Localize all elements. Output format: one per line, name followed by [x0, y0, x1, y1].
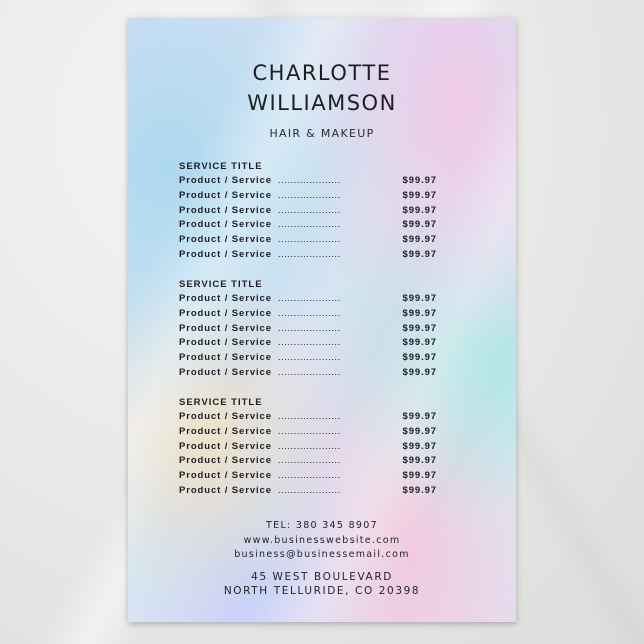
service-label: Product / Service	[179, 455, 272, 467]
service-row: Product / Service.................... $99…	[179, 336, 437, 351]
service-section: SERVICE TITLE Product / Service..........…	[179, 277, 437, 381]
service-row: Product / Service.................... $99…	[179, 454, 437, 469]
dot-leader: ....................	[277, 366, 341, 378]
service-label: Product / Service	[179, 219, 272, 231]
dot-leader: ....................	[277, 219, 341, 231]
service-title: SERVICE TITLE	[179, 279, 263, 290]
dot-leader: ....................	[277, 484, 341, 496]
email: business@businessemail.com	[234, 549, 410, 560]
service-label: Product / Service	[179, 234, 272, 246]
service-label: Product / Service	[179, 366, 272, 378]
service-label: Product / Service	[179, 248, 272, 260]
service-row: Product / Service.................... $99…	[179, 233, 437, 248]
service-title: SERVICE TITLE	[179, 161, 263, 172]
service-row: Product / Service.................... $99…	[179, 469, 437, 484]
dot-leader: ....................	[277, 204, 341, 216]
service-price: $99.97	[402, 440, 437, 452]
dot-leader: ....................	[277, 425, 341, 437]
service-row: Product / Service.................... $99…	[179, 425, 437, 440]
service-label: Product / Service	[179, 411, 272, 422]
service-label: Product / Service	[179, 204, 272, 216]
dot-leader: ....................	[277, 175, 341, 186]
service-price: $99.97	[402, 234, 437, 246]
service-label: Product / Service	[179, 189, 272, 201]
flyer: CHARLOTTE WILLIAMSON HAIR & MAKEUP SERVI…	[128, 18, 516, 622]
service-price: $99.97	[402, 470, 437, 482]
dot-leader: ....................	[277, 293, 341, 304]
service-price: $99.97	[402, 455, 437, 467]
flyer-content: CHARLOTTE WILLIAMSON HAIR & MAKEUP SERVI…	[128, 18, 516, 622]
dot-leader: ....................	[277, 322, 341, 334]
service-row: Product / Service.................... $99…	[179, 292, 437, 307]
service-price: $99.97	[402, 307, 437, 319]
dot-leader: ....................	[277, 470, 341, 482]
service-row: Product / Service.................... $99…	[179, 248, 437, 263]
service-price: $99.97	[402, 248, 437, 260]
service-price: $99.97	[402, 425, 437, 437]
service-price: $99.97	[402, 322, 437, 334]
phone: TEL: 380 345 8907	[266, 520, 378, 531]
service-price: $99.97	[402, 293, 437, 304]
holographic-sheen	[128, 18, 516, 622]
service-row: Product / Service.................... $99…	[179, 174, 437, 189]
service-row: Product / Service.................... $99…	[179, 351, 437, 366]
website: www.businesswebsite.com	[243, 535, 401, 546]
service-title: SERVICE TITLE	[179, 397, 263, 408]
service-price: $99.97	[402, 337, 437, 349]
service-price: $99.97	[402, 411, 437, 422]
dot-leader: ....................	[277, 234, 341, 246]
name-line-1: CHARLOTTE	[252, 61, 392, 85]
dot-leader: ....................	[277, 307, 341, 319]
service-row: Product / Service.................... $99…	[179, 410, 437, 425]
dot-leader: ....................	[277, 455, 341, 467]
service-price: $99.97	[402, 189, 437, 201]
service-price: $99.97	[402, 204, 437, 216]
service-label: Product / Service	[179, 484, 272, 496]
service-label: Product / Service	[179, 307, 272, 319]
service-label: Product / Service	[179, 175, 272, 186]
service-price: $99.97	[402, 175, 437, 186]
dot-leader: ....................	[277, 352, 341, 364]
dot-leader: ....................	[277, 248, 341, 260]
service-row: Product / Service.................... $99…	[179, 366, 437, 381]
service-label: Product / Service	[179, 440, 272, 452]
service-label: Product / Service	[179, 293, 272, 304]
subtitle: HAIR & MAKEUP	[269, 127, 375, 140]
service-price: $99.97	[402, 484, 437, 496]
dot-leader: ....................	[277, 440, 341, 452]
service-row: Product / Service.................... $99…	[179, 440, 437, 455]
service-label: Product / Service	[179, 425, 272, 437]
service-label: Product / Service	[179, 337, 272, 349]
address-line-2: NORTH TELLURIDE, CO 20398	[223, 585, 421, 597]
service-section: SERVICE TITLE Product / Service..........…	[179, 395, 437, 499]
service-label: Product / Service	[179, 470, 272, 482]
service-price: $99.97	[402, 219, 437, 231]
dot-leader: ....................	[277, 189, 341, 201]
service-price: $99.97	[402, 352, 437, 364]
service-row: Product / Service.................... $99…	[179, 204, 437, 219]
service-row: Product / Service.................... $99…	[179, 307, 437, 322]
address-line-1: 45 WEST BOULEVARD	[251, 571, 393, 583]
service-row: Product / Service.................... $99…	[179, 189, 437, 204]
name-line-2: WILLIAMSON	[247, 91, 397, 115]
service-row: Product / Service.................... $99…	[179, 218, 437, 233]
service-row: Product / Service.................... $99…	[179, 322, 437, 337]
service-row: Product / Service.................... $99…	[179, 484, 437, 499]
service-price: $99.97	[402, 366, 437, 378]
dot-leader: ....................	[277, 411, 341, 422]
service-label: Product / Service	[179, 352, 272, 364]
service-section: SERVICE TITLE Product / Service..........…	[179, 159, 437, 263]
dot-leader: ....................	[277, 337, 341, 349]
service-label: Product / Service	[179, 322, 272, 334]
